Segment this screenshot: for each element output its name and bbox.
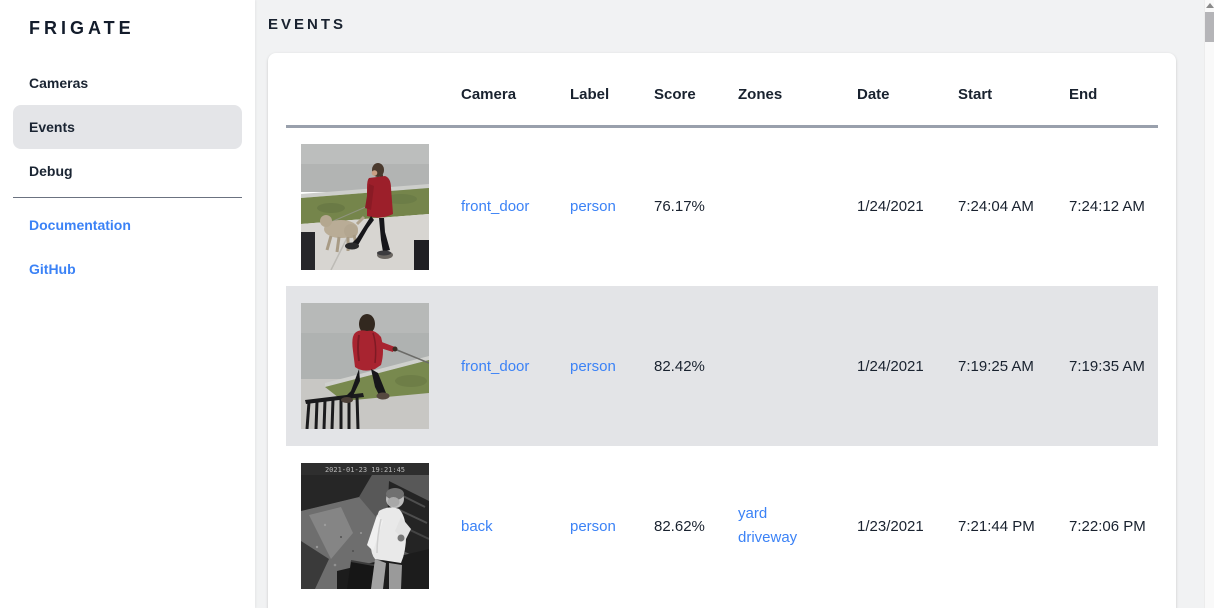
label-cell: person (570, 446, 654, 606)
col-header-camera: Camera (461, 53, 570, 128)
start-cell: 7:24:04 AM (958, 198, 1034, 216)
col-header-end: End (1069, 53, 1158, 128)
camera-cell: front_door (461, 126, 570, 286)
sidebar-item-github[interactable]: GitHub (13, 247, 242, 291)
camera-link[interactable]: front_door (461, 198, 530, 216)
page-title: EVENTS (268, 16, 347, 33)
camera-link[interactable]: front_door (461, 357, 530, 375)
table-row[interactable]: front_door person 82.42% 1/24/2021 7:19:… (286, 286, 1158, 446)
table-row[interactable]: 2021-01-23 19:21:45 (286, 446, 1158, 606)
camera-cell: front_door (461, 286, 570, 446)
label-link[interactable]: person (570, 198, 616, 216)
thumbnail-cell: 2021-01-23 19:21:45 (286, 446, 461, 606)
event-thumbnail[interactable] (301, 143, 429, 270)
sidebar-item-label: Documentation (29, 217, 131, 233)
col-header-label: Label (570, 53, 654, 128)
col-header-zones: Zones (738, 53, 857, 128)
sidebar-item-events[interactable]: Events (13, 105, 242, 149)
zone-link[interactable]: yard (738, 505, 768, 522)
thumbnail-illustration (301, 143, 429, 270)
label-link[interactable]: person (570, 357, 616, 375)
sidebar: FRIGATE Cameras Events Debug Documentati… (0, 0, 255, 608)
sidebar-item-cameras[interactable]: Cameras (13, 61, 242, 105)
col-header-start: Start (958, 53, 1069, 128)
thumbnail-cell (286, 126, 461, 286)
zone-link[interactable]: driveway (738, 529, 798, 546)
sidebar-item-label: GitHub (29, 261, 76, 277)
camera-cell: back (461, 446, 570, 606)
thumbnail-illustration: 2021-01-23 19:21:45 (301, 463, 429, 589)
event-thumbnail[interactable] (301, 303, 429, 429)
end-cell: 7:19:35 AM (1069, 357, 1145, 375)
sidebar-item-label: Debug (29, 163, 73, 179)
score-cell: 76.17% (654, 198, 705, 216)
sidebar-nav: Cameras Events Debug Documentation GitHu… (13, 61, 242, 291)
start-cell: 7:21:44 PM (958, 517, 1035, 535)
event-thumbnail[interactable]: 2021-01-23 19:21:45 (301, 463, 429, 589)
end-cell: 7:24:12 AM (1069, 198, 1145, 216)
sidebar-divider (13, 197, 242, 198)
zones-cell (738, 286, 857, 446)
col-header-date: Date (857, 53, 958, 128)
label-link[interactable]: person (570, 517, 616, 535)
app-title: FRIGATE (29, 18, 135, 38)
scrollbar[interactable] (1204, 0, 1214, 608)
start-cell: 7:19:25 AM (958, 357, 1034, 375)
events-table: Camera Label Score Zones Date Start End (286, 53, 1158, 606)
table-row[interactable]: front_door person 76.17% 1/24/2021 7:24:… (286, 126, 1158, 286)
label-cell: person (570, 286, 654, 446)
scrollbar-thumb[interactable] (1205, 12, 1214, 42)
sidebar-item-debug[interactable]: Debug (13, 149, 242, 193)
sidebar-item-documentation[interactable]: Documentation (13, 203, 242, 247)
svg-text:2021-01-23 19:21:45: 2021-01-23 19:21:45 (325, 466, 405, 474)
end-cell: 7:22:06 PM (1069, 517, 1146, 535)
sidebar-item-label: Events (29, 119, 75, 135)
events-card: Camera Label Score Zones Date Start End (268, 53, 1176, 608)
zones-cell (738, 126, 857, 286)
score-cell: 82.42% (654, 357, 705, 375)
date-cell: 1/24/2021 (857, 357, 924, 375)
date-cell: 1/24/2021 (857, 198, 924, 216)
score-cell: 82.62% (654, 517, 705, 535)
label-cell: person (570, 126, 654, 286)
scrollbar-up-arrow-icon[interactable] (1206, 3, 1214, 8)
table-header-row: Camera Label Score Zones Date Start End (286, 53, 1158, 128)
thumbnail-cell (286, 286, 461, 446)
thumbnail-illustration (301, 303, 429, 429)
col-header-score: Score (654, 53, 738, 128)
camera-link[interactable]: back (461, 517, 493, 535)
main-content: EVENTS Camera Label Score Zones Date Sta… (255, 0, 1214, 608)
zones-cell: yard driveway (738, 446, 857, 606)
date-cell: 1/23/2021 (857, 517, 924, 535)
sidebar-item-label: Cameras (29, 75, 89, 91)
col-header-thumbnail (286, 53, 461, 128)
